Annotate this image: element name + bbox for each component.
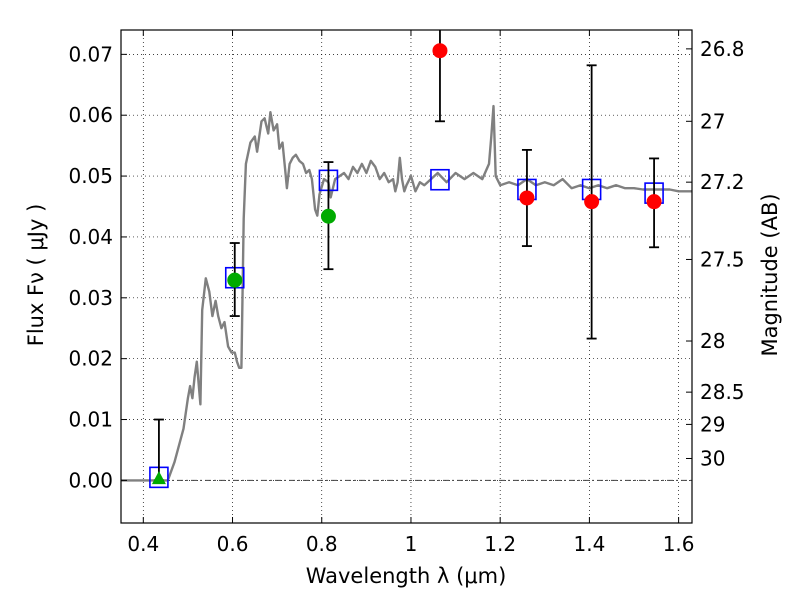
ticks-layer: 0.4 0.6 0.8 1 1.2 1.4 1.6 0.00 0.01 0.02 0.03 0.04 0… — [68, 30, 745, 556]
x-tick-label: 0.4 — [127, 532, 159, 556]
x-axis-title: Wavelength λ (μm) — [306, 564, 507, 588]
right-tick-label: 28.5 — [700, 380, 745, 404]
y-tick-label: 0.05 — [68, 164, 113, 188]
y-tick-label: 0.07 — [68, 42, 113, 66]
y-tick-label: 0.00 — [68, 468, 113, 492]
observed-flux-point — [227, 272, 243, 288]
observed-flux-point — [519, 190, 535, 206]
right-tick-label: 27 — [700, 109, 725, 133]
model-spectrum-line — [121, 104, 692, 482]
y-tick-label: 0.03 — [68, 286, 113, 310]
right-tick-label: 27.2 — [700, 170, 745, 194]
x-tick-label: 0.8 — [306, 532, 338, 556]
x-tick-label: 1 — [405, 532, 418, 556]
right-tick-label: 27.5 — [700, 247, 745, 271]
observed-flux-point — [320, 208, 336, 224]
x-tick-label: 0.6 — [217, 532, 249, 556]
x-tick-label: 1.4 — [573, 532, 605, 556]
plot-frame — [120, 29, 693, 524]
right-axis-title: Magnitude (AB) — [758, 193, 782, 356]
model-spectrum-layer — [121, 104, 692, 482]
y-tick-label: 0.06 — [68, 103, 113, 127]
right-tick-label: 26.8 — [700, 37, 745, 61]
y-tick-label: 0.02 — [68, 347, 113, 371]
observed-flux-point — [646, 194, 662, 210]
y-axis-title: Flux Fν ( μJy ) — [24, 204, 48, 347]
upper-limit-triangle — [151, 471, 166, 485]
observed-flux-point — [584, 194, 600, 210]
right-tick-label: 30 — [700, 446, 725, 470]
right-tick-label: 28 — [700, 329, 725, 353]
right-tick-label: 29 — [700, 412, 725, 436]
observed-points-layer — [151, 43, 662, 485]
observed-flux-point — [432, 43, 448, 59]
model-photometry-square — [430, 168, 450, 191]
model-photometry-layer — [149, 168, 664, 489]
y-tick-label: 0.04 — [68, 225, 113, 249]
grid-layer — [121, 30, 692, 523]
x-tick-label: 1.2 — [484, 532, 516, 556]
x-tick-label: 1.6 — [663, 532, 695, 556]
errorbar-layer — [153, 30, 660, 482]
y-tick-label: 0.01 — [68, 408, 113, 432]
